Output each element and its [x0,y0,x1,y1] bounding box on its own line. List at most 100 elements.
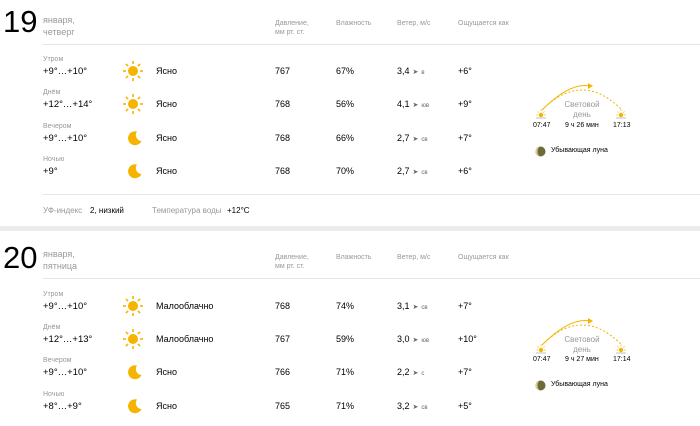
wind-arrow-icon: ➤ [412,337,419,344]
row-humidity: 66% [336,133,355,143]
row-condition: Ясно [156,367,177,377]
row-wind: 3,0 ➤ юв [397,334,429,347]
row-wind: 2,2 ➤ с [397,367,424,380]
wind-speed: 2,7 [397,166,410,176]
wind-speed: 3,0 [397,334,410,344]
sunset-time: 17:14 [613,356,631,363]
header-humidity: Влажность [336,254,372,261]
row-temperature: +9° [43,166,58,177]
row-temperature: +12°…+13° [43,334,93,345]
moon-icon [127,364,143,385]
sun-icon [122,60,144,87]
moon-icon [127,163,143,184]
row-pressure: 768 [275,166,291,176]
wind-speed: 4,1 [397,99,410,109]
row-temperature: +12°…+14° [43,99,93,110]
row-feels-like: +9° [458,99,472,109]
moon-icon [127,398,143,419]
row-temperature: +9°…+10° [43,66,88,77]
row-pressure: 767 [275,66,291,76]
row-humidity: 59% [336,334,355,344]
row-condition: Ясно [156,166,177,176]
row-condition: Ясно [156,401,177,411]
sunrise-icon [536,106,546,124]
wind-arrow-icon: ➤ [412,169,419,176]
row-wind: 3,4 ➤ в [397,66,425,79]
row-wind: 2,7 ➤ св [397,133,428,146]
header-pressure: Давление, мм рт. ст. [275,20,309,36]
wind-arrow-icon: ➤ [412,102,419,109]
sun-icon [122,93,144,120]
row-feels-like: +7° [458,301,472,311]
row-wind: 3,2 ➤ св [397,401,428,414]
row-temperature: +8°…+9° [43,401,82,412]
wind-direction: в [421,70,425,76]
wind-arrow-icon: ➤ [412,304,419,311]
row-humidity: 71% [336,401,355,411]
row-condition: Ясно [156,99,177,109]
moon-phase-label: Убывающая луна [551,381,608,388]
row-condition: Малооблачно [156,334,214,344]
row-humidity: 71% [336,367,355,377]
day-number: 20 [3,240,38,275]
header-feels: Ощущается как [458,254,509,261]
daylight-label: Световой день [564,335,600,354]
day-weekday: пятница [43,261,78,271]
divider [43,194,700,195]
row-condition: Ясно [156,66,177,76]
row-humidity: 70% [336,166,355,176]
wind-arrow-icon: ➤ [412,370,419,377]
row-period: Ночью [43,156,65,163]
row-temperature: +9°…+10° [43,133,88,144]
row-feels-like: +7° [458,367,472,377]
row-feels-like: +6° [458,66,472,76]
sunrise-time: 07:47 [533,122,551,129]
daylight-label: Световой день [564,100,600,119]
daylight-duration: 9 ч 26 мин [565,122,599,129]
row-wind: 3,1 ➤ св [397,301,428,314]
moon-icon [127,130,143,151]
row-humidity: 67% [336,66,355,76]
wind-direction: юв [421,103,430,109]
wind-speed: 2,7 [397,133,410,143]
wind-speed: 3,4 [397,66,410,76]
wind-speed: 3,1 [397,301,410,311]
wind-direction: с [421,371,425,377]
row-period: Утром [43,56,64,63]
uv-label: УФ-индекс [43,206,83,215]
row-period: Вечером [43,123,72,130]
row-period: Утром [43,291,64,298]
row-pressure: 767 [275,334,291,344]
wind-direction: св [421,137,428,143]
row-pressure: 766 [275,367,291,377]
wind-speed: 2,2 [397,367,410,377]
sunset-icon [616,106,626,124]
row-condition: Малооблачно [156,301,214,311]
row-period: Днём [43,89,61,96]
uv-value: 2, низкий [90,206,124,215]
sunrise-time: 07:47 [533,356,551,363]
sunrise-icon [536,341,546,359]
sunset-time: 17:13 [613,122,631,129]
row-pressure: 768 [275,301,291,311]
row-period: Вечером [43,357,72,364]
row-temperature: +9°…+10° [43,367,88,378]
wind-direction: св [421,170,428,176]
row-humidity: 56% [336,99,355,109]
row-period: Днём [43,324,61,331]
wind-speed: 3,2 [397,401,410,411]
row-feels-like: +7° [458,133,472,143]
daylight-arc [541,83,623,111]
row-wind: 4,1 ➤ юв [397,99,429,112]
header-humidity: Влажность [336,20,372,27]
row-temperature: +9°…+10° [43,301,88,312]
moon-phase-label: Убывающая луна [551,147,608,154]
header-feels: Ощущается как [458,20,509,27]
wind-direction: св [421,305,428,311]
sunset-icon [616,341,626,359]
divider [43,44,700,45]
row-pressure: 768 [275,133,291,143]
wind-arrow-icon: ➤ [412,136,419,143]
day-number: 19 [3,4,38,39]
row-condition: Ясно [156,133,177,143]
